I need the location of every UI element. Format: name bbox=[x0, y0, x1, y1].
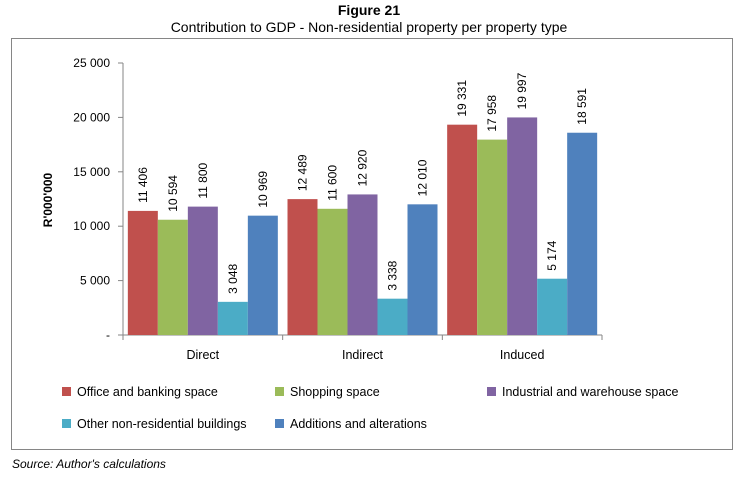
y-tick-label: 25 000 bbox=[73, 56, 110, 70]
data-label: 3 338 bbox=[386, 260, 400, 290]
data-label: 12 010 bbox=[416, 159, 430, 196]
data-label: 3 048 bbox=[226, 263, 240, 293]
bars bbox=[127, 117, 598, 336]
legend-item: Industrial and warehouse space bbox=[487, 385, 679, 399]
legend-swatch bbox=[487, 387, 496, 396]
data-label: 18 591 bbox=[575, 88, 589, 125]
bar bbox=[377, 298, 408, 335]
bar bbox=[477, 139, 508, 335]
data-label: 12 920 bbox=[356, 149, 370, 186]
legend-item: Shopping space bbox=[275, 385, 380, 399]
legend-label: Additions and alterations bbox=[290, 417, 427, 431]
figure-number: Figure 21 bbox=[337, 2, 401, 18]
y-tick-label: 5 000 bbox=[80, 274, 110, 288]
axes: - 5 000 10 000 15 000 20 000 25 000 Direct Indi… bbox=[73, 56, 603, 362]
bar bbox=[567, 132, 598, 335]
data-label: 10 969 bbox=[256, 171, 270, 208]
x-category-label: Direct bbox=[187, 348, 220, 362]
chart-title: Contribution to GDP - Non-residential pr… bbox=[170, 19, 568, 35]
bar bbox=[157, 219, 188, 335]
legend-item: Office and banking space bbox=[62, 385, 218, 399]
bar bbox=[187, 206, 218, 335]
bar bbox=[247, 215, 278, 335]
bar bbox=[217, 301, 248, 335]
data-label: 11 600 bbox=[326, 165, 340, 201]
legend-item: Other non-residential buildings bbox=[62, 417, 247, 431]
data-label: 19 331 bbox=[455, 80, 469, 117]
source-note: Source: Author's calculations bbox=[12, 457, 166, 471]
data-label: 11 800 bbox=[196, 162, 210, 198]
bar bbox=[347, 194, 378, 335]
legend-label: Industrial and warehouse space bbox=[502, 385, 679, 399]
chart-frame bbox=[11, 38, 733, 450]
bar bbox=[127, 210, 158, 335]
data-label: 10 594 bbox=[166, 175, 180, 212]
legend: Office and banking space Shopping space In… bbox=[62, 385, 679, 431]
y-tick-label: 15 000 bbox=[73, 165, 110, 179]
data-label: 11 406 bbox=[136, 167, 150, 203]
bar bbox=[317, 208, 348, 335]
y-tick-label: 10 000 bbox=[73, 219, 110, 233]
x-category-label: Induced bbox=[500, 348, 545, 362]
bar bbox=[507, 117, 538, 335]
bar bbox=[407, 204, 438, 335]
data-labels: 11 406 10 594 11 800 3 048 10 969 12 489 11 60… bbox=[136, 72, 589, 293]
legend-swatch bbox=[275, 419, 284, 428]
data-label: 5 174 bbox=[545, 240, 559, 270]
legend-item: Additions and alterations bbox=[275, 417, 427, 431]
y-axis-title: R'000'000 bbox=[41, 172, 55, 227]
bar bbox=[447, 124, 478, 336]
bar bbox=[537, 278, 568, 335]
y-tick-label: 20 000 bbox=[73, 110, 110, 124]
legend-swatch bbox=[62, 387, 71, 396]
legend-label: Office and banking space bbox=[77, 385, 218, 399]
legend-label: Shopping space bbox=[290, 385, 380, 399]
y-tick-label: - bbox=[106, 328, 110, 342]
bar bbox=[287, 199, 318, 335]
data-label: 17 958 bbox=[485, 95, 499, 132]
legend-swatch bbox=[275, 387, 284, 396]
data-label: 12 489 bbox=[296, 154, 310, 191]
data-label: 19 997 bbox=[515, 72, 529, 109]
legend-swatch bbox=[62, 419, 71, 428]
x-category-label: Indirect bbox=[342, 348, 384, 362]
legend-label: Other non-residential buildings bbox=[77, 417, 247, 431]
